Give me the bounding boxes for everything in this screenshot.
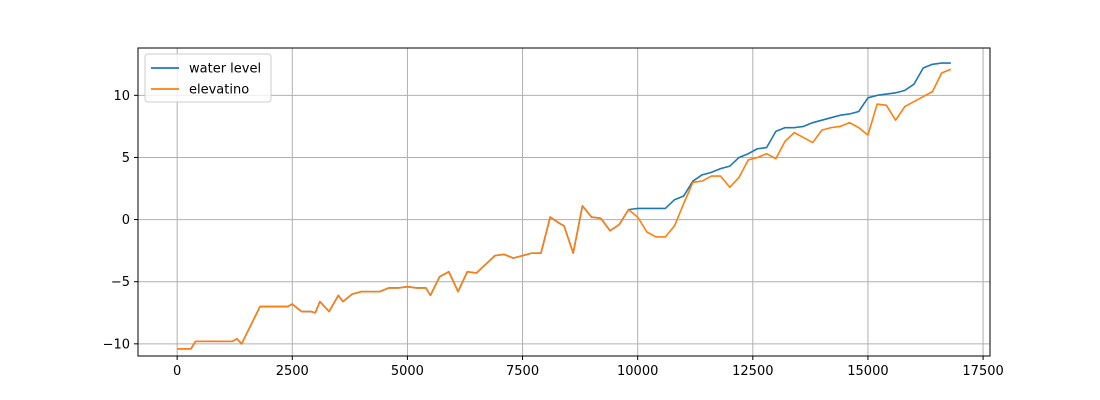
legend-label: water level xyxy=(189,62,261,77)
x-tick-label: 15000 xyxy=(847,364,888,379)
legend-label: elevatino xyxy=(189,83,249,98)
y-tick-label: −5 xyxy=(111,275,130,290)
y-tick-label: 5 xyxy=(122,151,130,166)
y-tick-label: 10 xyxy=(113,89,130,104)
grid-lines xyxy=(138,48,990,356)
legend-box xyxy=(144,53,272,103)
x-tick-label: 2500 xyxy=(276,364,309,379)
y-axis-ticks: −10 −5 0 5 10 xyxy=(103,89,138,352)
x-axis-ticks: 0 2500 5000 7500 10000 12500 15000 17500 xyxy=(173,356,1004,379)
x-tick-label: 17500 xyxy=(962,364,1003,379)
x-tick-label: 0 xyxy=(173,364,181,379)
y-tick-label: −10 xyxy=(103,337,130,352)
series-lines xyxy=(177,62,952,350)
y-tick-label: 0 xyxy=(122,213,130,228)
axes-frame xyxy=(137,47,991,357)
x-tick-label: 12500 xyxy=(732,364,773,379)
series-line-elevation xyxy=(177,68,952,350)
legend: water level elevatino xyxy=(144,53,272,103)
x-tick-label: 7500 xyxy=(506,364,539,379)
x-tick-label: 5000 xyxy=(391,364,424,379)
x-tick-label: 10000 xyxy=(617,364,658,379)
